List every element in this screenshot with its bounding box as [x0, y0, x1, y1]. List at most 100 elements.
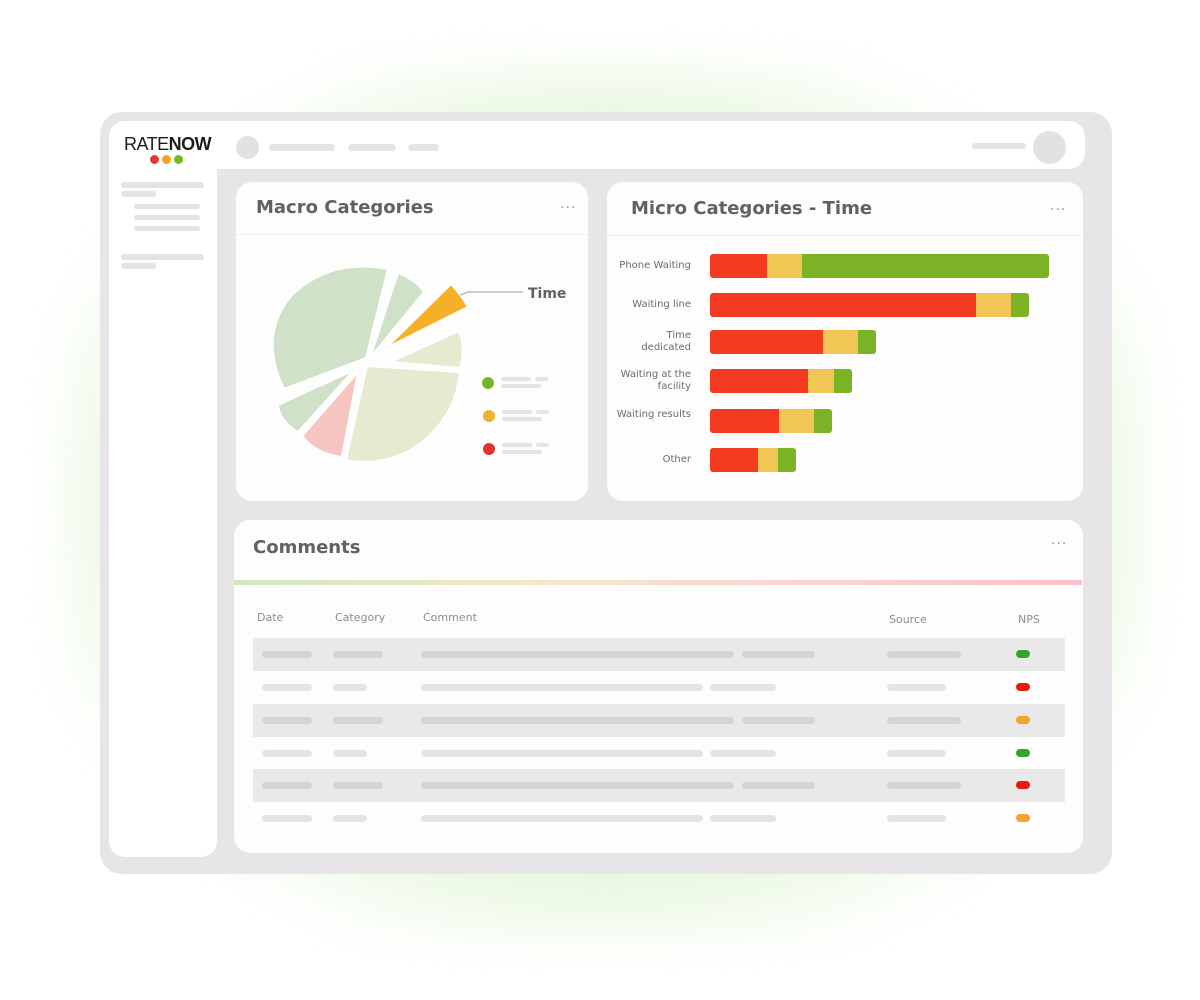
bar-segment[interactable] — [834, 369, 852, 393]
card-menu-button[interactable]: ··· — [1050, 202, 1067, 218]
cell-comment-placeholder — [421, 717, 734, 724]
pie-slice[interactable] — [276, 369, 355, 434]
cell-comment-placeholder — [742, 717, 815, 724]
bar-segment[interactable] — [710, 448, 758, 472]
cell-date-placeholder — [262, 717, 312, 724]
nps-indicator — [1016, 683, 1030, 691]
pie-slice[interactable] — [385, 282, 470, 349]
legend-text-placeholder — [502, 443, 532, 447]
nav-item-placeholder[interactable] — [408, 144, 439, 151]
bar-category-label: Waiting at the facility — [620, 369, 691, 392]
cell-source-placeholder — [887, 782, 961, 789]
bar-segment[interactable] — [779, 409, 814, 433]
bar-segment[interactable] — [1011, 293, 1029, 317]
card-menu-button[interactable]: ··· — [1051, 536, 1068, 552]
logo-dot — [162, 155, 171, 164]
callout-line — [459, 291, 523, 296]
user-name-placeholder — [972, 143, 1026, 149]
cell-comment-placeholder — [421, 750, 703, 757]
cell-source-placeholder — [887, 684, 946, 691]
column-header-nps[interactable]: NPS — [1018, 613, 1040, 626]
column-header-category[interactable]: Category — [335, 611, 386, 624]
legend-text-placeholder — [501, 377, 531, 381]
sidebar-subitem-placeholder[interactable] — [134, 226, 200, 231]
bar-segment[interactable] — [710, 409, 779, 433]
sidebar-subitem-placeholder[interactable] — [134, 204, 200, 209]
pie-slice[interactable] — [369, 271, 426, 359]
cell-category-placeholder — [333, 717, 383, 724]
column-header-comment[interactable]: Comment — [423, 611, 477, 624]
bar-segment[interactable] — [814, 409, 832, 433]
legend-text-placeholder — [536, 410, 549, 414]
cell-comment-placeholder — [421, 651, 734, 658]
cell-comment-placeholder — [710, 815, 776, 822]
nps-indicator — [1016, 814, 1030, 822]
nav-item-placeholder[interactable] — [348, 144, 396, 151]
macro-pie-chart: Time — [271, 265, 566, 463]
legend-dot — [483, 410, 495, 422]
logo: RATENOW — [124, 134, 212, 154]
cell-date-placeholder — [262, 684, 312, 691]
card-menu-button[interactable]: ··· — [560, 200, 577, 216]
pie-slice[interactable] — [271, 265, 390, 391]
pie-slice[interactable] — [386, 329, 464, 370]
cell-comment-placeholder — [421, 684, 703, 691]
callout-time-label: Time — [528, 286, 566, 302]
logo-dots — [150, 155, 183, 164]
cell-comment-placeholder — [710, 684, 776, 691]
sidebar-item-placeholder[interactable] — [121, 254, 204, 260]
bar-category-label: Waiting results — [616, 409, 691, 420]
logo-dot — [174, 155, 183, 164]
nav-item-placeholder[interactable] — [269, 144, 335, 151]
bar-segment[interactable] — [802, 254, 1049, 278]
sidebar — [109, 121, 217, 857]
bar-segment[interactable] — [758, 448, 778, 472]
column-header-date[interactable]: Date — [257, 611, 284, 624]
bar-category-label: Other — [662, 454, 691, 465]
pie-slice[interactable] — [300, 368, 360, 459]
avatar[interactable] — [1033, 131, 1066, 164]
bar-category-label: Waiting line — [632, 299, 691, 310]
sidebar-subitem-placeholder[interactable] — [134, 215, 200, 220]
cell-source-placeholder — [887, 815, 946, 822]
nps-indicator — [1016, 650, 1030, 658]
bar-segment[interactable] — [823, 330, 858, 354]
legend-dot — [483, 443, 495, 455]
cell-date-placeholder — [262, 750, 312, 757]
cell-comment-placeholder — [710, 750, 776, 757]
bar-segment[interactable] — [767, 254, 802, 278]
card-title: Comments — [253, 537, 361, 558]
cell-date-placeholder — [262, 782, 312, 789]
bar-segment[interactable] — [710, 293, 976, 317]
pie-slice[interactable] — [344, 364, 462, 463]
legend-text-placeholder — [502, 450, 542, 454]
sidebar-item-placeholder[interactable] — [121, 263, 156, 269]
cell-category-placeholder — [333, 750, 367, 757]
bar-segment[interactable] — [858, 330, 876, 354]
cell-category-placeholder — [333, 782, 383, 789]
card-title: Micro Categories - Time — [631, 198, 873, 219]
nps-indicator — [1016, 716, 1030, 724]
cell-category-placeholder — [333, 684, 367, 691]
cell-source-placeholder — [887, 717, 961, 724]
legend-text-placeholder — [535, 377, 548, 381]
legend-text-placeholder — [502, 410, 532, 414]
legend-text-placeholder — [536, 443, 549, 447]
column-header-source[interactable]: Source — [889, 613, 927, 626]
sidebar-item-placeholder[interactable] — [121, 191, 156, 197]
cell-source-placeholder — [887, 750, 946, 757]
legend-text-placeholder — [502, 417, 542, 421]
nav-icon[interactable] — [236, 136, 259, 159]
bar-segment[interactable] — [808, 369, 834, 393]
nps-indicator — [1016, 749, 1030, 757]
sidebar-item-placeholder[interactable] — [121, 182, 204, 188]
logo-dot — [150, 155, 159, 164]
bar-segment[interactable] — [710, 254, 767, 278]
cell-comment-placeholder — [421, 782, 734, 789]
bar-segment[interactable] — [778, 448, 796, 472]
card-divider — [607, 235, 1083, 236]
card-divider — [236, 234, 588, 235]
bar-segment[interactable] — [976, 293, 1011, 317]
bar-segment[interactable] — [710, 369, 808, 393]
bar-segment[interactable] — [710, 330, 823, 354]
